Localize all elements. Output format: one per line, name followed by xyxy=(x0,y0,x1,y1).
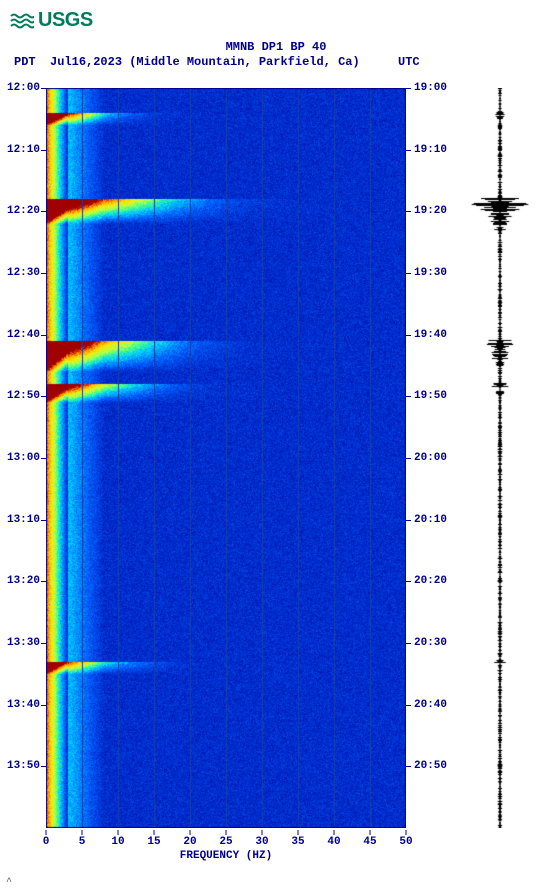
y-tick-right: 19:10 xyxy=(414,144,447,156)
spectrogram-plot xyxy=(46,88,406,828)
location-label: (Middle Mountain, Parkfield, Ca) xyxy=(129,55,359,69)
date-label: Jul16,2023 xyxy=(50,55,122,69)
y-tick-right: 19:30 xyxy=(414,267,447,279)
y-tick-left: 12:00 xyxy=(7,82,40,94)
y-axis-left: 12:0012:1012:2012:3012:4012:5013:0013:10… xyxy=(0,88,44,828)
y-tick-left: 13:40 xyxy=(7,699,40,711)
y-tick-right: 19:40 xyxy=(414,329,447,341)
footer-mark: ^ xyxy=(6,877,12,888)
y-tick-left: 12:40 xyxy=(7,329,40,341)
y-tick-right: 20:50 xyxy=(414,760,447,772)
logo-text: USGS xyxy=(38,9,93,32)
x-tick: 20 xyxy=(183,836,196,848)
y-tick-right: 20:40 xyxy=(414,699,447,711)
x-tick: 30 xyxy=(255,836,268,848)
x-tick: 5 xyxy=(79,836,86,848)
y-tick-left: 12:10 xyxy=(7,144,40,156)
usgs-logo: USGS xyxy=(10,8,93,32)
y-axis-right: 19:0019:1019:2019:3019:4019:5020:0020:10… xyxy=(410,88,454,828)
y-tick-right: 19:50 xyxy=(414,390,447,402)
x-tick: 0 xyxy=(43,836,50,848)
x-tick: 40 xyxy=(327,836,340,848)
page-title: MMNB DP1 BP 40 xyxy=(0,40,552,54)
x-axis: 05101520253035404550 xyxy=(46,830,406,850)
y-tick-left: 12:20 xyxy=(7,205,40,217)
tz-left-label: PDT xyxy=(14,55,36,69)
y-tick-left: 13:10 xyxy=(7,514,40,526)
y-tick-left: 12:50 xyxy=(7,390,40,402)
y-tick-right: 20:10 xyxy=(414,514,447,526)
seismogram-canvas xyxy=(460,88,540,828)
x-tick: 35 xyxy=(291,836,304,848)
y-tick-left: 12:30 xyxy=(7,267,40,279)
y-tick-right: 20:20 xyxy=(414,575,447,587)
y-tick-right: 20:00 xyxy=(414,452,447,464)
seismogram-plot xyxy=(460,88,540,828)
subtitle: PDT Jul16,2023 (Middle Mountain, Parkfie… xyxy=(14,55,360,69)
y-tick-left: 13:20 xyxy=(7,575,40,587)
y-tick-left: 13:30 xyxy=(7,637,40,649)
tz-right-label: UTC xyxy=(398,55,420,69)
y-tick-left: 13:50 xyxy=(7,760,40,772)
y-tick-left: 13:00 xyxy=(7,452,40,464)
y-tick-right: 19:20 xyxy=(414,205,447,217)
x-tick: 25 xyxy=(219,836,232,848)
x-tick: 45 xyxy=(363,836,376,848)
wave-icon xyxy=(10,8,34,32)
x-axis-label: FREQUENCY (HZ) xyxy=(46,850,406,862)
spectrogram-canvas xyxy=(46,88,406,828)
y-tick-right: 20:30 xyxy=(414,637,447,649)
x-tick: 50 xyxy=(399,836,412,848)
x-tick: 10 xyxy=(111,836,124,848)
x-tick: 15 xyxy=(147,836,160,848)
y-tick-right: 19:00 xyxy=(414,82,447,94)
